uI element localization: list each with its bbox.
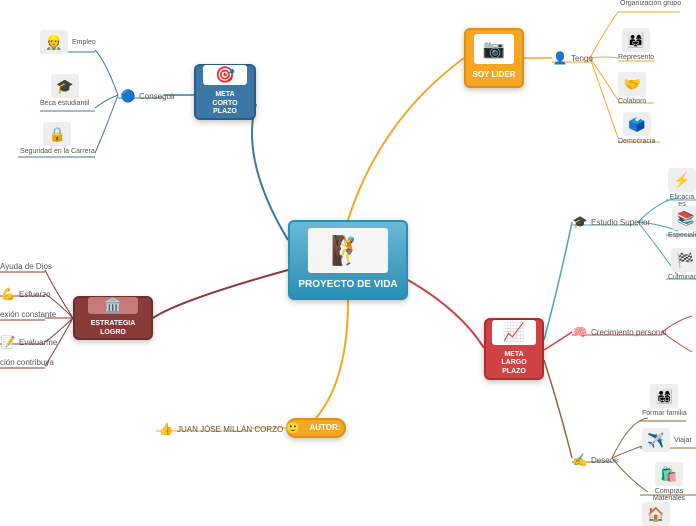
estrategia-child-2[interactable]: exión constante (0, 310, 56, 319)
center-icon: 🧗 (308, 228, 388, 273)
thumbs-icon: 👍 (158, 421, 174, 437)
deseos-child-1[interactable]: ✈️ Viajar (642, 428, 692, 452)
estudio-child-1[interactable]: 📚 Especializa (668, 206, 696, 239)
conseguir-child-2[interactable]: 🔒 Seguridad en la Carrera (20, 122, 95, 155)
dot-icon: 🔵 (120, 88, 136, 104)
center-node[interactable]: 🧗 PROYECTO DE VIDA (288, 220, 408, 300)
family-icon: 👨‍👩‍👧 (622, 28, 650, 52)
deseos-leaf[interactable]: ✍️ Deseos (572, 452, 618, 468)
estrategia-label: ESTRATEGIA LOGRO (75, 318, 151, 339)
tengo-child-0[interactable]: Organización grupo (620, 0, 681, 7)
conseguir-label: Conseguir (139, 92, 175, 101)
estrategia-node[interactable]: 🏛️ ESTRATEGIA LOGRO (73, 296, 153, 340)
deseos-child-3[interactable]: 🏠 (642, 502, 670, 526)
estudio-child-0[interactable]: ⚡ Eficacia es (668, 168, 696, 208)
estrategia-child-3[interactable]: 📝 Evaluarme (0, 334, 57, 350)
autor-label: AUTOR: (304, 421, 347, 435)
book-icon: 📚 (672, 206, 696, 230)
conseguir-leaf[interactable]: 🔵 Conseguir (120, 88, 175, 104)
brain-icon: 🧠 (572, 324, 588, 340)
autor-node[interactable]: 🙂 AUTOR: (286, 418, 346, 438)
bolt-icon: ⚡ (668, 168, 696, 192)
flag-icon: 🏁 (671, 248, 696, 272)
family2-icon: 👨‍👩‍👧‍👦 (650, 384, 678, 408)
estudio-leaf[interactable]: 🎓 Estudio Superior (572, 214, 650, 230)
tengo-child-1[interactable]: 👨‍👩‍👧 Represento (618, 28, 654, 61)
largoplazo-label: METALARGO PLAZO (486, 349, 542, 378)
deseos-child-2[interactable]: 🛍️ Compras Materiales (642, 462, 696, 502)
target-icon: 🎯 (203, 65, 247, 85)
cortoplazo-node[interactable]: 🎯 METACORTO PLAZO (194, 64, 256, 120)
estrategia-child-4[interactable]: ción contribuya (0, 358, 54, 367)
crecimiento-leaf[interactable]: 🧠 Crecimiento personal (572, 324, 667, 340)
person-icon: 🙂 (286, 421, 301, 435)
extra-icon: 🏠 (642, 502, 670, 526)
conseguir-child-0[interactable]: 👷 Empleo (40, 30, 96, 54)
tengo-label: Tengo (571, 54, 593, 63)
tengo-child-2[interactable]: 🤝 Colaboro (618, 72, 646, 105)
plane-icon: ✈️ (642, 428, 670, 452)
estrategia-child-0[interactable]: Ayuda de Dios (0, 262, 52, 271)
note-icon: 📝 (0, 334, 16, 350)
estudio-child-2[interactable]: 🏁 Culminació (668, 248, 696, 281)
soylider-node[interactable]: 📷 SOY LIDER (464, 28, 524, 88)
worker-icon: 👷 (40, 30, 68, 54)
cortoplazo-label: METACORTO PLAZO (196, 89, 254, 118)
tengo-leaf[interactable]: 👤 Tengo (552, 50, 593, 66)
person-icon: 👤 (552, 50, 568, 66)
estrategia-child-1[interactable]: 💪 Esfuerzo (0, 286, 51, 302)
soylider-label: SOY LIDER (467, 68, 522, 82)
bag-icon: 🛍️ (655, 462, 683, 486)
chart-icon: 📈 (492, 320, 536, 345)
largoplazo-node[interactable]: 📈 METALARGO PLAZO (484, 318, 544, 380)
grad-icon: 🎓 (51, 74, 79, 98)
lock-icon: 🔒 (43, 122, 71, 146)
camera-icon: 📷 (474, 34, 514, 64)
autor-name-leaf: 👍 JUAN JÓSE MILLÁN CORZO (158, 421, 283, 437)
tengo-child-3[interactable]: 🗳️ Democracia (618, 112, 655, 145)
vote-icon: 🗳️ (623, 112, 651, 136)
grad-icon: 🎓 (572, 214, 588, 230)
muscle-icon: 💪 (0, 286, 16, 302)
deseos-child-0[interactable]: 👨‍👩‍👧‍👦 Formar familia (642, 384, 687, 417)
handshake-icon: 🤝 (618, 72, 646, 96)
building-icon: 🏛️ (88, 297, 138, 314)
center-label: PROYECTO DE VIDA (292, 277, 403, 293)
conseguir-child-1[interactable]: 🎓 Beca estudiantil (40, 74, 89, 107)
pencil-icon: ✍️ (572, 452, 588, 468)
